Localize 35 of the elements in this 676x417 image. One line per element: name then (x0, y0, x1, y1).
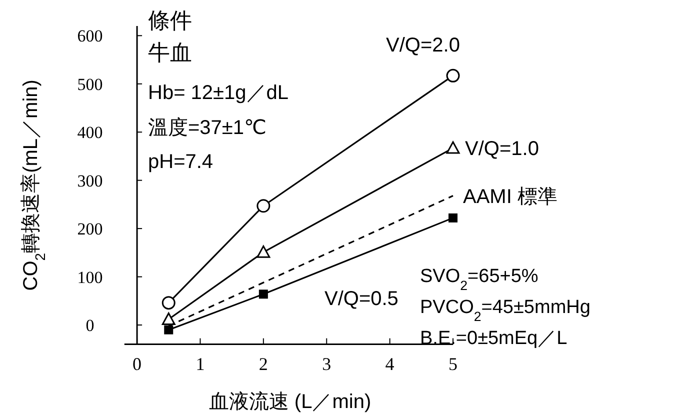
series-label: V/Q=0.5 (324, 288, 398, 310)
x-tick-label: 5 (448, 354, 458, 374)
annotation: PVCO$_{2}$=45±5mmHg (420, 297, 590, 324)
x-tick-label: 0 (132, 354, 142, 374)
y-tick-label: 0 (86, 316, 94, 336)
annotation: SVO$_{2}$=65+5% (420, 266, 538, 292)
y-tick-label: 100 (77, 268, 103, 287)
y-tick-label: 500 (77, 74, 103, 94)
point (256, 245, 270, 258)
series-label: AAMI 標準 (463, 186, 558, 208)
x-tick-label: 2 (258, 354, 268, 374)
annotation: 牛血 (148, 40, 192, 65)
point (256, 199, 270, 213)
point (162, 296, 176, 310)
annotation: pH=7.4 (148, 151, 214, 173)
point (258, 290, 268, 299)
series-label: V/Q=2.0 (386, 34, 460, 57)
x-tick-label: 1 (196, 354, 205, 374)
point (164, 325, 174, 334)
annotation: B.E.=0±5mEq／L (420, 328, 568, 349)
series-label: V/Q=1.0 (465, 138, 539, 160)
annotation: 溫度=37±1℃ (148, 117, 266, 139)
annotation: 條件 (148, 8, 192, 33)
point (446, 141, 460, 154)
y-tick-label: 600 (77, 26, 103, 46)
point (448, 213, 458, 222)
x-axis-title: 血液流速 (L／min) (208, 391, 372, 413)
point (162, 312, 176, 325)
y-tick-label: 300 (77, 171, 103, 190)
y-tick-label: 200 (77, 220, 103, 239)
annotation: Hb= 12±1g／dL (148, 82, 289, 104)
point (446, 68, 460, 82)
y-tick-label: 400 (77, 123, 103, 142)
x-tick-label: 3 (322, 354, 332, 374)
x-tick-label: 4 (385, 354, 394, 374)
